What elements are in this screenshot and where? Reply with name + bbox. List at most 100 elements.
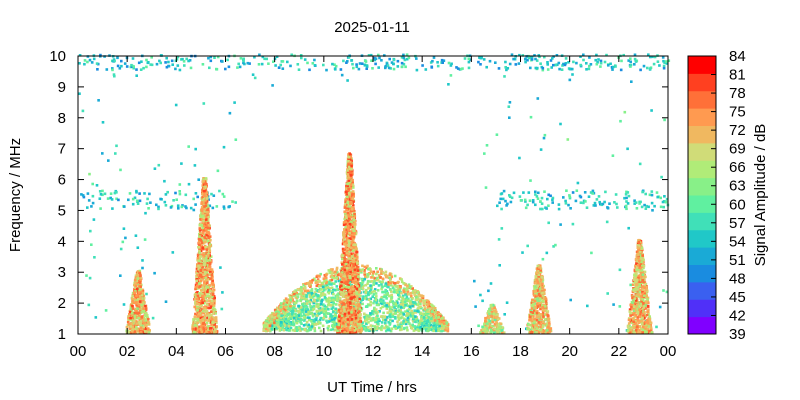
heatmap-cell (214, 316, 218, 319)
heatmap-cell (597, 195, 601, 198)
heatmap-cell (403, 302, 406, 305)
heatmap-cell (316, 278, 320, 281)
heatmap-cell (281, 326, 284, 330)
heatmap-cell (198, 325, 201, 329)
heatmap-cell (638, 202, 641, 205)
heatmap-cell (315, 309, 319, 313)
heatmap-cell (140, 289, 143, 293)
heatmap-cell (656, 60, 660, 63)
heatmap-cell (426, 308, 429, 312)
heatmap-cell (213, 319, 216, 323)
heatmap-cell (212, 311, 215, 315)
heatmap-cell (286, 60, 289, 64)
heatmap-cell (111, 59, 114, 63)
heatmap-cell (411, 304, 414, 308)
heatmap-cell (411, 297, 414, 300)
heatmap-cell (653, 204, 656, 208)
heatmap-cell (197, 241, 201, 244)
heatmap-cell (438, 326, 442, 329)
heatmap-cell (301, 303, 304, 306)
heatmap-cell (131, 311, 134, 315)
heatmap-cell (265, 57, 268, 61)
heatmap-cell (518, 195, 522, 198)
heatmap-cell (409, 324, 412, 327)
heatmap-cell (135, 326, 138, 329)
heatmap-cell (131, 300, 134, 303)
heatmap-cell (354, 263, 357, 266)
heatmap-cell (506, 67, 510, 70)
heatmap-cell (480, 55, 483, 59)
heatmap-cell (178, 68, 182, 72)
heatmap-cell (201, 214, 205, 218)
heatmap-cell (366, 282, 369, 286)
heatmap-cell (541, 207, 544, 211)
heatmap-cell (136, 202, 140, 205)
heatmap-cell (325, 284, 329, 288)
heatmap-cell (200, 253, 204, 256)
heatmap-cell (320, 300, 323, 303)
heatmap-cell (116, 64, 120, 68)
heatmap-cell (422, 320, 425, 324)
heatmap-cell (208, 254, 211, 257)
heatmap-cell (310, 281, 313, 284)
heatmap-cell (526, 203, 529, 207)
heatmap-cell (164, 204, 168, 207)
heatmap-cell (211, 293, 215, 297)
heatmap-cell (334, 280, 337, 283)
heatmap-cell (408, 322, 411, 325)
heatmap-cell (128, 313, 131, 316)
heatmap-cell (554, 63, 558, 67)
heatmap-cell (207, 254, 210, 257)
heatmap-cell (651, 55, 654, 59)
heatmap-cell (582, 53, 585, 57)
heatmap-cell (373, 290, 376, 293)
heatmap-cell (498, 264, 501, 267)
heatmap-cell (362, 325, 365, 328)
heatmap-cell (82, 195, 86, 199)
heatmap-cell (143, 192, 146, 195)
heatmap-cell (407, 308, 411, 311)
heatmap-cell (198, 251, 201, 255)
heatmap-cell (206, 290, 209, 293)
heatmap-cell (331, 326, 335, 329)
heatmap-cell (328, 280, 331, 284)
heatmap-cell (403, 326, 406, 330)
heatmap-cell (527, 191, 531, 194)
heatmap-cell (568, 78, 572, 82)
heatmap-cell (91, 182, 94, 186)
heatmap-cell (378, 56, 381, 60)
heatmap-cell (199, 316, 203, 320)
heatmap-cell (196, 284, 199, 288)
heatmap-cell (426, 327, 429, 330)
heatmap-cell (325, 278, 328, 282)
heatmap-cell (401, 322, 405, 325)
heatmap-cell (595, 62, 599, 66)
heatmap-cell (638, 162, 642, 166)
heatmap-cell (200, 275, 203, 279)
heatmap-cell (296, 288, 300, 292)
heatmap-cell (333, 282, 336, 285)
heatmap-cell (530, 55, 534, 59)
heatmap-cell (303, 316, 306, 319)
heatmap-cell (588, 56, 591, 59)
heatmap-cell (371, 274, 374, 278)
heatmap-cell (281, 67, 285, 70)
heatmap-cell (301, 292, 305, 295)
heatmap-cell (202, 231, 205, 235)
heatmap-cell (357, 271, 360, 274)
heatmap-cell (435, 329, 438, 332)
heatmap-cell (415, 68, 419, 72)
heatmap-cell (332, 321, 336, 324)
heatmap-cell (618, 268, 622, 272)
heatmap-cell (305, 294, 308, 297)
heatmap-cell (362, 290, 366, 294)
heatmap-cell (606, 206, 610, 210)
heatmap-cell (140, 294, 144, 297)
heatmap-cell (184, 193, 188, 197)
heatmap-cell (357, 273, 360, 276)
heatmap-cell (145, 65, 148, 69)
heatmap-cell (422, 299, 425, 303)
heatmap-cell (139, 330, 143, 334)
heatmap-cell (313, 329, 317, 333)
heatmap-cell (296, 292, 300, 296)
